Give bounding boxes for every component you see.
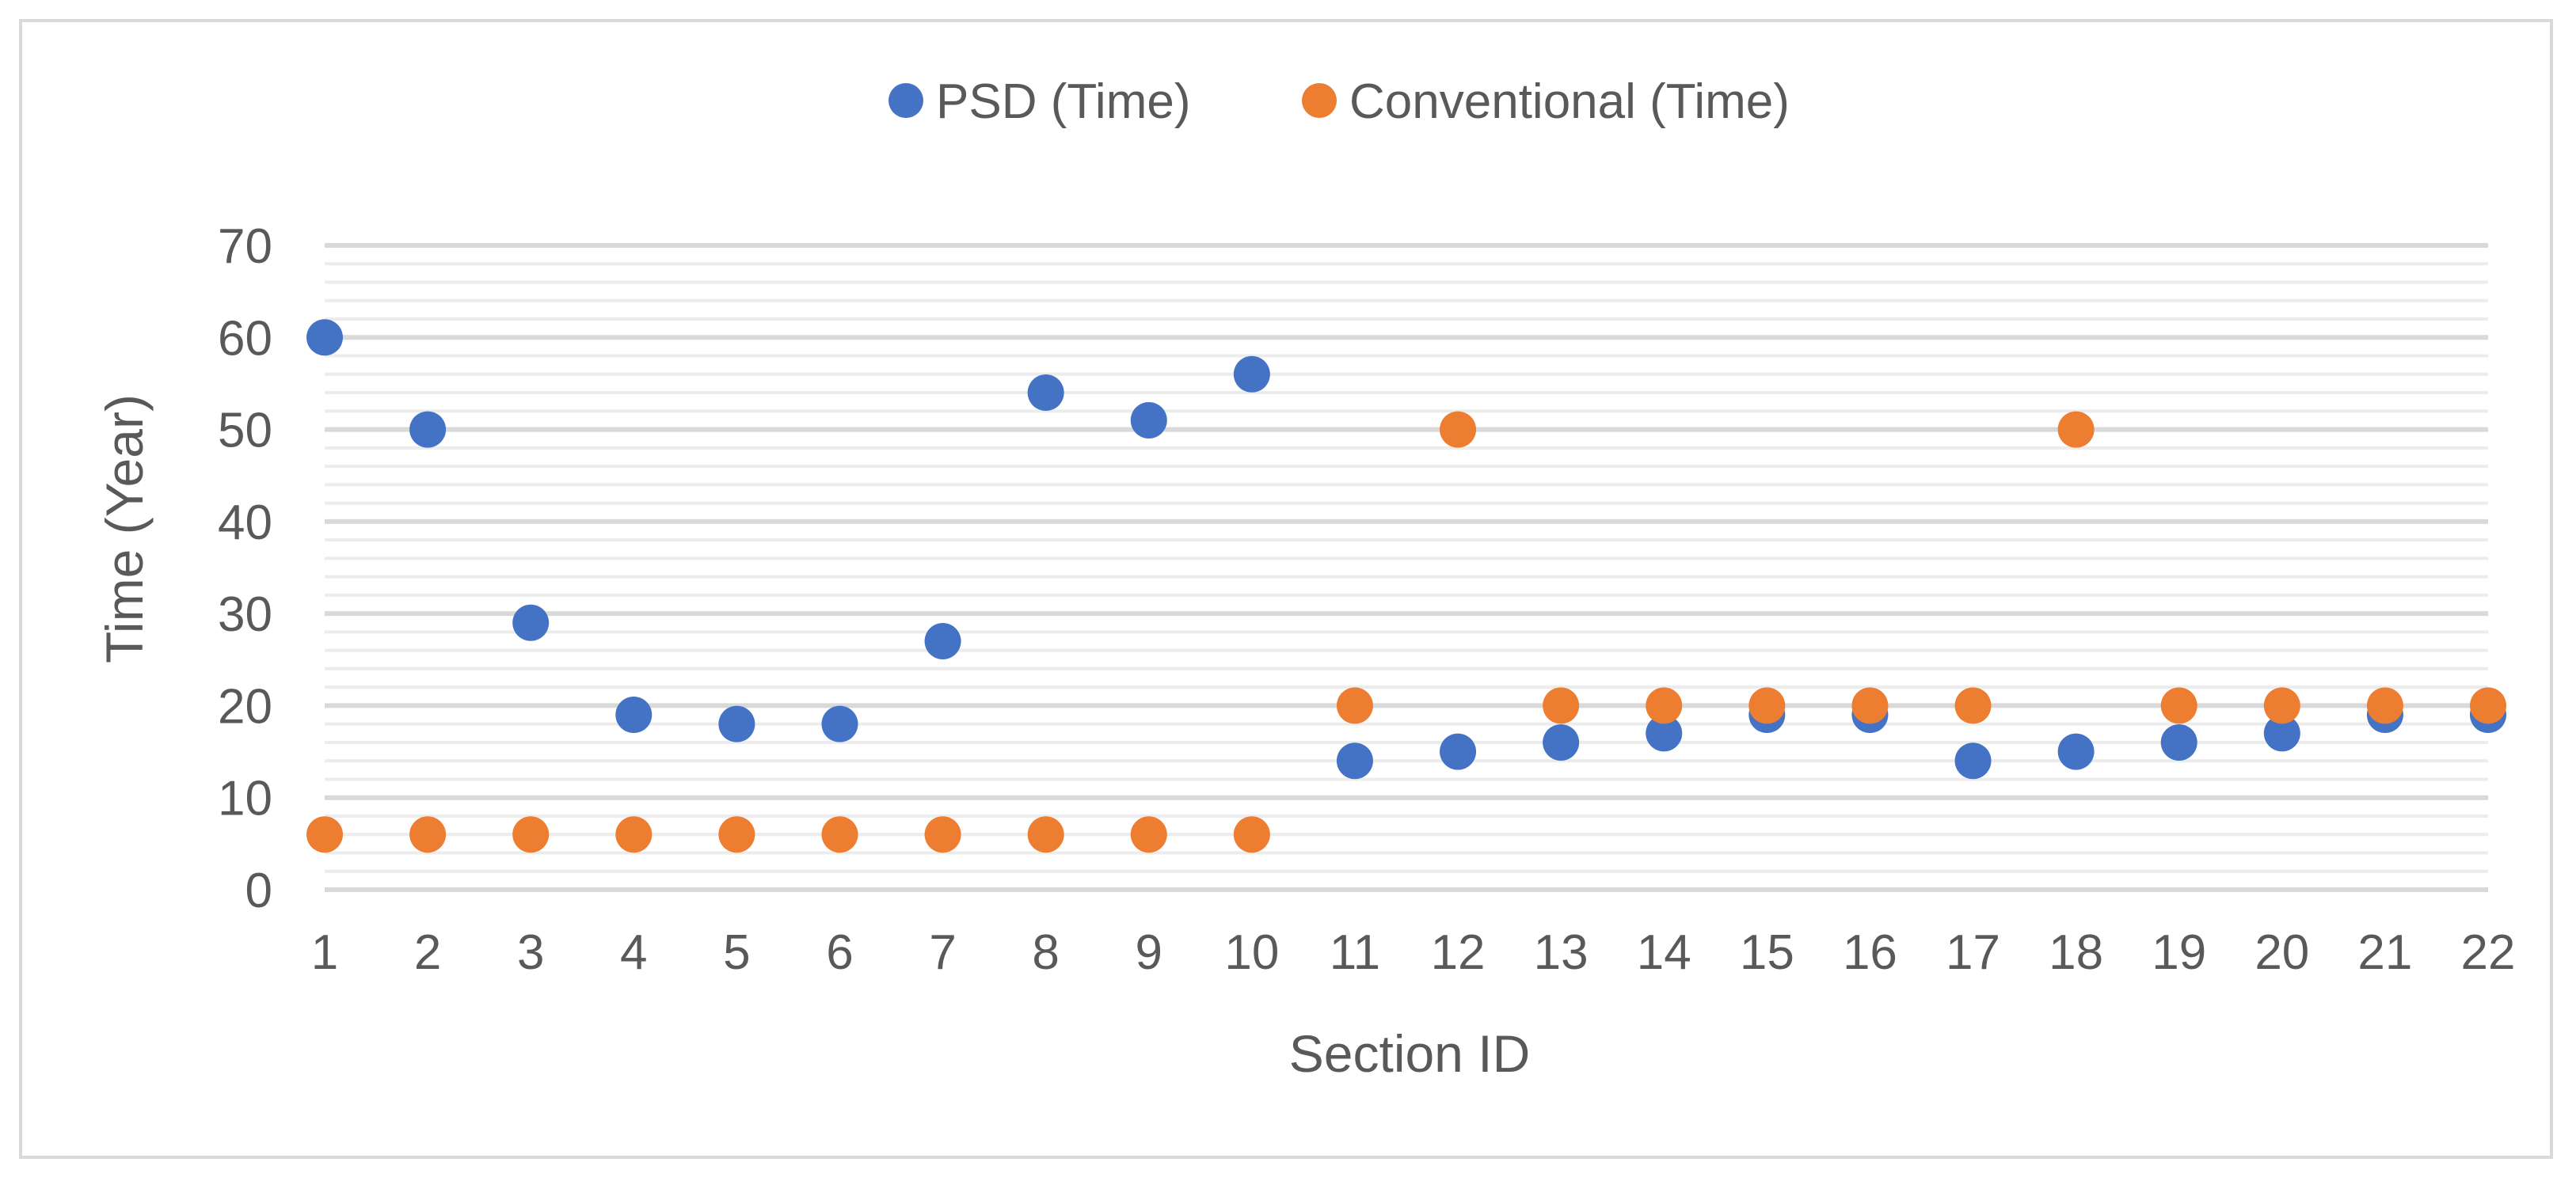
x-tick-label: 16 bbox=[1843, 925, 1897, 980]
data-point-psd[interactable] bbox=[512, 604, 550, 641]
data-point-psd[interactable] bbox=[1027, 374, 1064, 412]
data-point-psd[interactable] bbox=[409, 411, 447, 448]
legend-item-psd[interactable]: PSD (Time) bbox=[888, 74, 1190, 129]
x-tick-label: 14 bbox=[1637, 925, 1691, 980]
data-point-conventional[interactable] bbox=[718, 816, 755, 853]
data-point-psd[interactable] bbox=[306, 319, 343, 356]
data-point-conventional[interactable] bbox=[2470, 687, 2506, 724]
y-tick-label: 70 bbox=[218, 219, 272, 274]
data-point-conventional[interactable] bbox=[1027, 816, 1064, 853]
x-tick-label: 21 bbox=[2357, 925, 2412, 980]
x-tick-label: 12 bbox=[1431, 925, 1486, 980]
data-point-psd[interactable] bbox=[1646, 715, 1683, 752]
data-point-conventional[interactable] bbox=[1646, 687, 1683, 724]
y-tick-label: 10 bbox=[218, 772, 272, 826]
data-point-conventional[interactable] bbox=[1440, 411, 1477, 448]
data-point-conventional[interactable] bbox=[821, 816, 858, 853]
data-point-psd[interactable] bbox=[1440, 733, 1477, 770]
x-tick-label: 6 bbox=[826, 925, 853, 980]
data-point-conventional[interactable] bbox=[409, 816, 447, 853]
x-axis-title: Section ID bbox=[1289, 1024, 1530, 1083]
y-tick-label: 30 bbox=[218, 587, 272, 642]
y-axis-title: Time (Year) bbox=[95, 394, 154, 663]
data-point-psd[interactable] bbox=[615, 697, 653, 734]
y-tick-label: 60 bbox=[218, 311, 272, 366]
x-tick-label: 11 bbox=[1330, 925, 1380, 980]
y-tick-label: 0 bbox=[245, 864, 272, 918]
data-point-psd[interactable] bbox=[1336, 742, 1373, 780]
data-point-psd[interactable] bbox=[1233, 355, 1270, 393]
legend-marker-psd bbox=[888, 83, 923, 118]
x-tick-label: 9 bbox=[1136, 925, 1162, 980]
data-point-conventional[interactable] bbox=[1130, 816, 1167, 853]
data-point-conventional[interactable] bbox=[2160, 687, 2197, 724]
x-tick-label: 13 bbox=[1534, 925, 1589, 980]
data-point-conventional[interactable] bbox=[615, 816, 653, 853]
data-point-psd[interactable] bbox=[1543, 723, 1580, 761]
data-point-conventional[interactable] bbox=[1748, 687, 1786, 724]
x-tick-label: 15 bbox=[1740, 925, 1794, 980]
data-point-conventional[interactable] bbox=[1233, 816, 1270, 853]
legend-label-psd: PSD (Time) bbox=[936, 74, 1190, 129]
data-point-conventional[interactable] bbox=[1954, 687, 1992, 724]
x-tick-label: 5 bbox=[723, 925, 750, 980]
data-point-conventional[interactable] bbox=[1851, 687, 1889, 724]
y-tick-label: 20 bbox=[218, 679, 272, 734]
data-point-conventional[interactable] bbox=[512, 816, 550, 853]
data-point-conventional[interactable] bbox=[924, 816, 961, 853]
y-tick-label: 50 bbox=[218, 404, 272, 458]
data-point-psd[interactable] bbox=[924, 623, 961, 660]
x-tick-label: 22 bbox=[2461, 925, 2516, 980]
data-point-psd[interactable] bbox=[718, 705, 755, 742]
data-point-psd[interactable] bbox=[2263, 715, 2300, 752]
data-point-psd[interactable] bbox=[2057, 733, 2095, 770]
x-tick-label: 8 bbox=[1032, 925, 1059, 980]
data-point-psd[interactable] bbox=[1130, 401, 1167, 439]
chart-frame: 0 10 20 30 40 50 60 70 1 2 3 4 5 6 7 8 9 10 11 12 13 14 15 16 1… bbox=[19, 19, 2553, 1159]
gridlines bbox=[325, 243, 2488, 892]
data-point-conventional[interactable] bbox=[2263, 687, 2300, 724]
y-axis-ticks: 0 10 20 30 40 50 60 70 bbox=[218, 219, 272, 918]
data-point-conventional[interactable] bbox=[2366, 687, 2403, 724]
data-point-conventional[interactable] bbox=[306, 816, 343, 853]
x-tick-label: 10 bbox=[1224, 925, 1279, 980]
data-point-psd[interactable] bbox=[821, 705, 858, 742]
x-tick-label: 4 bbox=[620, 925, 647, 980]
x-tick-label: 17 bbox=[1946, 925, 2000, 980]
legend-item-conventional[interactable]: Conventional (Time) bbox=[1302, 74, 1790, 129]
data-point-conventional[interactable] bbox=[1543, 687, 1580, 724]
x-tick-label: 3 bbox=[517, 925, 544, 980]
x-tick-label: 18 bbox=[2049, 925, 2103, 980]
data-point-psd[interactable] bbox=[1954, 742, 1992, 780]
y-tick-label: 40 bbox=[218, 496, 272, 550]
data-point-conventional[interactable] bbox=[2057, 411, 2095, 448]
x-tick-label: 1 bbox=[311, 925, 338, 980]
data-point-conventional[interactable] bbox=[1336, 687, 1373, 724]
x-tick-label: 19 bbox=[2152, 925, 2206, 980]
x-tick-label: 7 bbox=[929, 925, 956, 980]
x-tick-label: 20 bbox=[2254, 925, 2309, 980]
legend-label-conventional: Conventional (Time) bbox=[1349, 74, 1790, 129]
legend-marker-conventional bbox=[1302, 83, 1337, 118]
data-point-psd[interactable] bbox=[2160, 723, 2197, 761]
x-tick-label: 2 bbox=[414, 925, 441, 980]
data-points bbox=[306, 319, 2506, 853]
x-axis-ticks: 1 2 3 4 5 6 7 8 9 10 11 12 13 14 15 16 17 18 19 20 21 22 bbox=[311, 925, 2516, 980]
legend[interactable]: PSD (Time) Conventional (Time) bbox=[888, 74, 1790, 129]
